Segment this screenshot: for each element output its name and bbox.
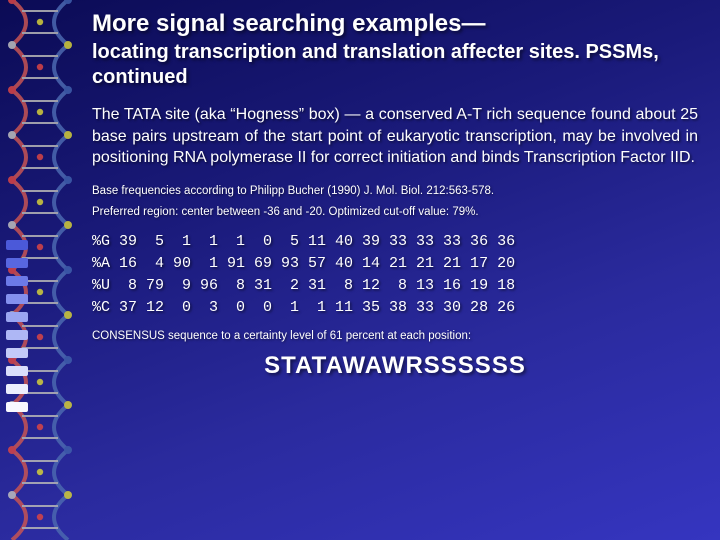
bullet-square (6, 366, 28, 376)
note-1: Base frequencies according to Philipp Bu… (92, 183, 698, 200)
bullet-square (6, 276, 28, 286)
consensus-label: CONSENSUS sequence to a certainty level … (92, 330, 698, 342)
note-2: Preferred region: center between -36 and… (92, 204, 698, 221)
title-line-2: locating transcription and translation a… (92, 40, 698, 90)
sidebar-bullets (6, 20, 66, 520)
bullet-square (6, 312, 28, 322)
bullet-square (6, 294, 28, 304)
content-area: More signal searching examples— locating… (92, 10, 698, 380)
main-paragraph: The TATA site (aka “Hogness” box) — a co… (92, 104, 698, 169)
consensus-sequence: STATAWAWRSSSSSS (92, 352, 698, 380)
bullet-square (6, 402, 28, 412)
frequency-table: %G 39 5 1 1 1 0 5 11 40 39 33 33 33 36 3… (92, 231, 698, 318)
bullet-square (6, 384, 28, 394)
slide-root: More signal searching examples— locating… (0, 0, 720, 540)
bullet-square (6, 240, 28, 250)
title-line-1: More signal searching examples— (92, 10, 698, 38)
bullet-square (6, 348, 28, 358)
bullet-column (6, 20, 66, 412)
bullet-square (6, 258, 28, 268)
bullet-square (6, 330, 28, 340)
